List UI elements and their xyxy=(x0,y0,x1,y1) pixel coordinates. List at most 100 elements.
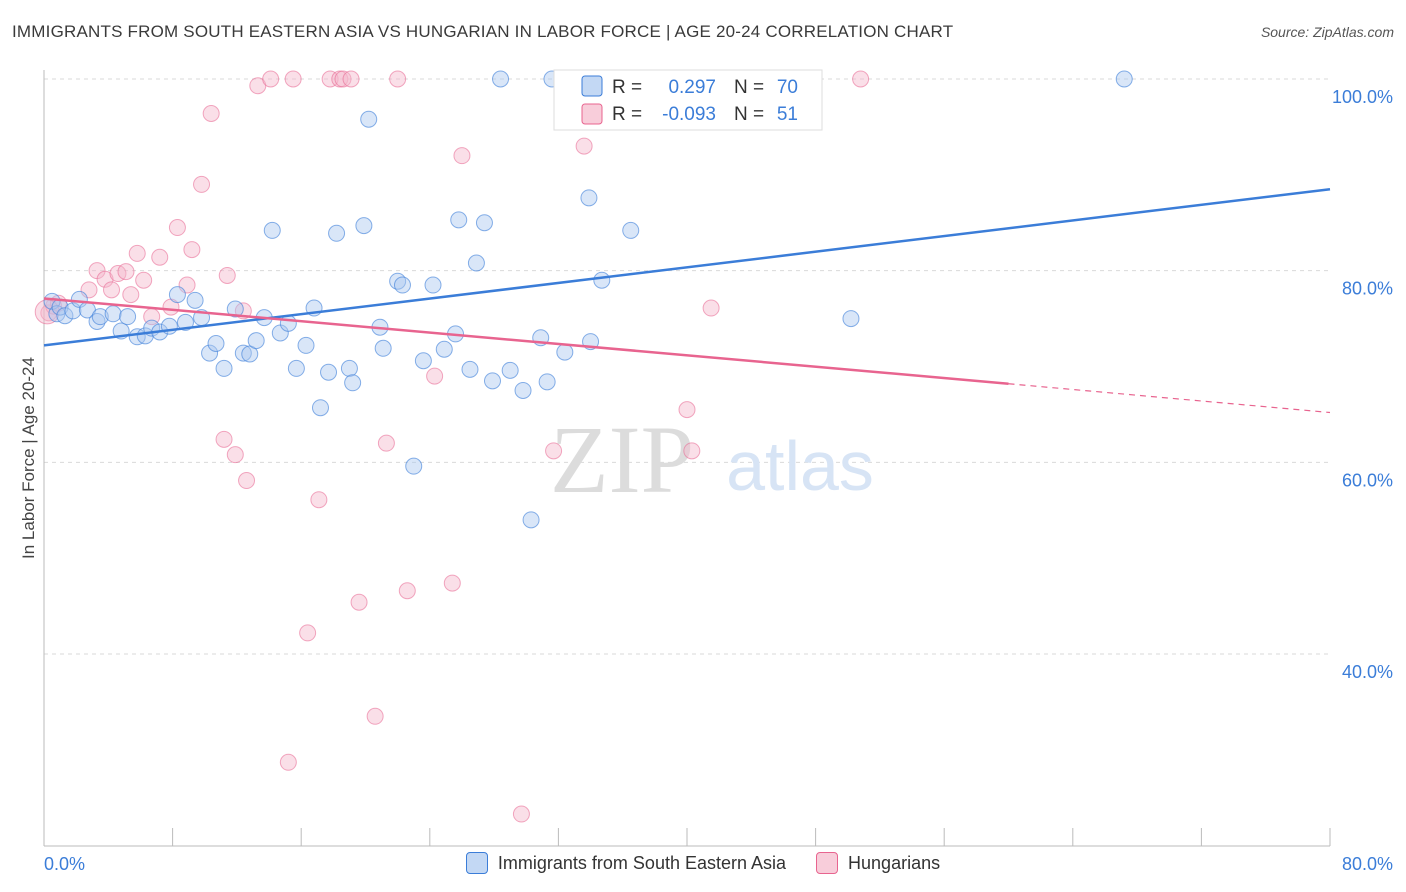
data-point-immigrants xyxy=(393,276,411,294)
legend-swatch-pink xyxy=(581,103,603,125)
legend-label-hungarians: Hungarians xyxy=(848,852,941,873)
x-axis-tick-labels: 0.0% 80.0% xyxy=(44,854,1393,874)
data-point-immigrants xyxy=(405,457,423,475)
data-point-immigrants xyxy=(56,307,74,325)
chart-title: IMMIGRANTS FROM SOUTH EASTERN ASIA VS HU… xyxy=(12,22,954,41)
data-point-immigrants xyxy=(355,217,373,235)
data-point-immigrants xyxy=(514,381,532,399)
data-point-immigrants xyxy=(414,352,432,370)
legend-r-value-1: 0.297 xyxy=(668,77,716,98)
data-point-hungarians xyxy=(128,244,146,262)
data-point-hungarians xyxy=(702,299,720,317)
data-point-immigrants xyxy=(226,300,244,318)
series-legend: Immigrants from South Eastern Asia Hunga… xyxy=(0,852,1406,874)
data-point-hungarians xyxy=(377,434,395,452)
data-point-hungarians xyxy=(103,281,121,299)
x-tick-label: 0.0% xyxy=(44,854,85,874)
data-point-hungarians xyxy=(168,219,186,237)
data-point-immigrants xyxy=(263,221,281,239)
x-axis-ticks xyxy=(43,828,1331,846)
data-point-immigrants xyxy=(287,359,305,377)
data-point-hungarians xyxy=(299,624,317,642)
data-point-immigrants xyxy=(88,312,106,330)
legend-swatch-hungarians xyxy=(816,852,839,874)
data-point-immigrants xyxy=(556,343,574,361)
grid-lines xyxy=(44,78,1330,655)
legend-item-hungarians: Hungarians xyxy=(816,852,940,874)
data-point-immigrants xyxy=(328,224,346,242)
data-point-immigrants xyxy=(492,70,510,88)
data-point-immigrants xyxy=(340,359,358,377)
data-point-immigrants xyxy=(538,373,556,391)
x-tick-label: 80.0% xyxy=(1342,854,1393,874)
data-point-immigrants xyxy=(119,308,137,326)
series-hungarians-points xyxy=(34,70,870,823)
data-point-immigrants xyxy=(593,271,611,289)
y-tick-label: 100.0% xyxy=(1332,87,1393,107)
legend-n-value-2: 51 xyxy=(777,104,798,125)
y-axis-label: In Labor Force | Age 20-24 xyxy=(19,357,38,559)
data-point-immigrants xyxy=(176,313,194,331)
data-point-hungarians xyxy=(342,70,360,88)
data-point-hungarians xyxy=(852,70,870,88)
y-axis-tick-labels: 40.0% 60.0% 80.0% 100.0% xyxy=(1332,87,1393,682)
data-point-hungarians xyxy=(279,753,297,771)
data-point-hungarians xyxy=(117,263,135,281)
data-point-hungarians xyxy=(218,266,236,284)
data-point-hungarians xyxy=(678,401,696,419)
data-point-hungarians xyxy=(683,442,701,460)
legend-label-immigrants: Immigrants from South Eastern Asia xyxy=(497,852,787,873)
legend-n-value-1: 70 xyxy=(777,77,798,98)
data-point-immigrants xyxy=(104,305,122,323)
watermark: ZIP atlas xyxy=(550,406,874,513)
data-point-hungarians xyxy=(262,70,280,88)
data-point-immigrants xyxy=(247,332,265,350)
data-point-immigrants xyxy=(842,310,860,328)
data-point-hungarians xyxy=(575,137,593,155)
data-point-immigrants xyxy=(435,340,453,358)
data-point-hungarians xyxy=(443,574,461,592)
data-point-immigrants xyxy=(424,276,442,294)
source-credit: Source: ZipAtlas.com xyxy=(1260,24,1394,40)
data-point-hungarians xyxy=(122,286,140,304)
legend-r-value-2: -0.093 xyxy=(662,104,716,125)
legend-swatch-immigrants xyxy=(465,852,488,874)
data-point-hungarians xyxy=(545,442,563,460)
data-point-immigrants xyxy=(622,221,640,239)
watermark-atlas: atlas xyxy=(726,427,874,505)
data-point-immigrants xyxy=(201,344,219,362)
trend-line-immigrants xyxy=(43,187,1331,347)
data-point-immigrants xyxy=(360,110,378,128)
data-point-immigrants xyxy=(168,286,186,304)
data-point-hungarians xyxy=(350,593,368,611)
legend-r-label-1: R = xyxy=(612,77,642,98)
data-point-immigrants xyxy=(215,359,233,377)
data-point-hungarians xyxy=(284,70,302,88)
data-point-hungarians xyxy=(202,105,220,122)
legend-swatch-blue xyxy=(581,75,603,97)
data-point-immigrants xyxy=(461,360,479,378)
legend-n-label-1: N = xyxy=(734,77,764,98)
data-point-immigrants xyxy=(320,363,338,381)
y-tick-label: 80.0% xyxy=(1342,279,1393,299)
data-point-immigrants xyxy=(1115,70,1133,88)
correlation-legend: R = 0.297 N = 70 R = -0.093 N = 51 xyxy=(553,69,823,131)
data-point-hungarians xyxy=(512,805,530,823)
data-point-hungarians xyxy=(310,491,328,509)
data-point-immigrants xyxy=(279,314,297,332)
data-point-hungarians xyxy=(321,70,339,88)
data-point-immigrants xyxy=(580,189,598,207)
data-point-hungarians xyxy=(151,248,169,266)
data-point-immigrants xyxy=(234,344,252,362)
watermark-zip: ZIP xyxy=(550,406,694,513)
data-point-immigrants xyxy=(344,374,362,392)
trend-line-hungarians-extension xyxy=(1008,383,1331,414)
data-point-immigrants xyxy=(91,308,109,326)
data-point-hungarians xyxy=(238,472,256,490)
data-point-immigrants xyxy=(207,335,225,352)
data-point-hungarians xyxy=(426,367,444,385)
data-point-hungarians xyxy=(193,175,211,193)
trend-line-hungarians xyxy=(43,297,1009,385)
data-point-hungarians xyxy=(135,271,153,289)
